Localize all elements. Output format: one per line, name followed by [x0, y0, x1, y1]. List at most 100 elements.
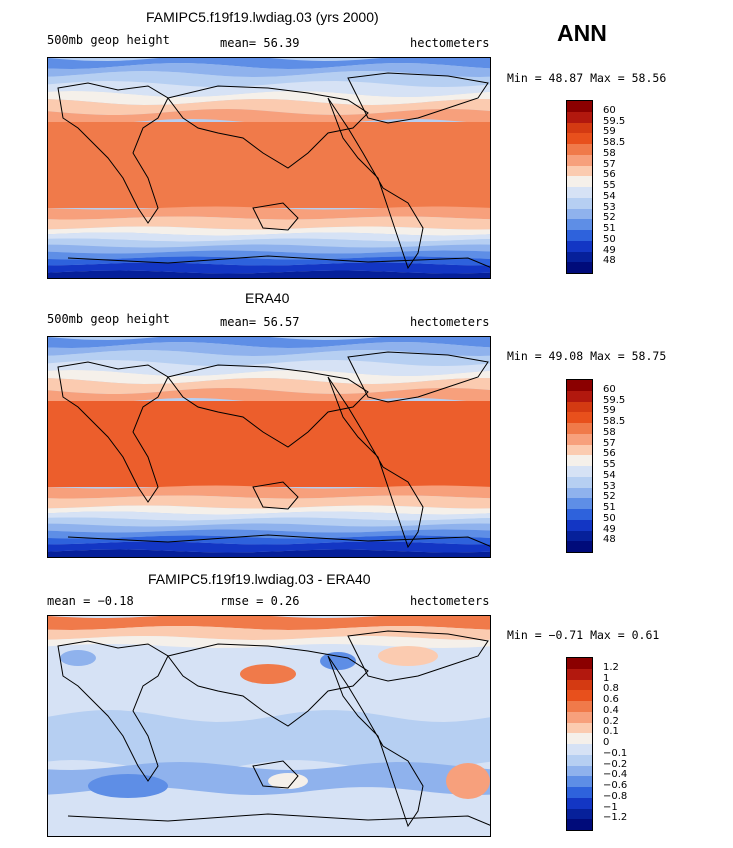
- colorbar-swatch: [567, 165, 592, 177]
- colorbar-tick-label: 59: [603, 126, 616, 138]
- colorbar-swatch: [567, 701, 592, 712]
- colorbar-swatch: [567, 776, 592, 787]
- panel-3-title: FAMIPC5.f19f19.lwdiag.03 - ERA40: [148, 571, 371, 587]
- colorbar-swatch: [567, 230, 592, 241]
- colorbar-swatch: [567, 722, 592, 734]
- colorbar-tick-label: 0.6: [603, 694, 619, 705]
- colorbar-swatch: [567, 412, 592, 423]
- contour-band: [48, 626, 490, 640]
- colorbar-swatch: [567, 111, 592, 123]
- colorbar-tick-label: −0.1: [603, 747, 628, 759]
- panel-1-colorbar: [566, 100, 593, 274]
- colorbar-swatch: [567, 208, 592, 220]
- coastline: [57, 640, 169, 782]
- colorbar-swatch: [567, 262, 592, 273]
- colorbar-tick-label: 49: [603, 523, 616, 535]
- coastline: [167, 85, 369, 169]
- colorbar-tick-label: 54: [603, 469, 616, 481]
- coastline: [167, 364, 369, 448]
- anomaly-blob: [320, 652, 356, 670]
- contour-band: [48, 517, 490, 527]
- contour-band: [48, 256, 490, 266]
- colorbar-swatch: [567, 668, 592, 680]
- panel-2-map: [47, 336, 491, 558]
- tropical-band: [48, 401, 490, 487]
- colorbar-tick-label: 59: [603, 405, 616, 417]
- contour-band: [48, 549, 490, 557]
- contour-band: [48, 337, 490, 348]
- colorbar-swatch: [567, 144, 592, 155]
- colorbar-swatch: [567, 754, 592, 766]
- colorbar-tick-label: −0.6: [603, 780, 628, 791]
- colorbar-swatch: [567, 487, 592, 499]
- contour-band: [48, 710, 490, 772]
- coastline: [67, 534, 490, 547]
- coastline: [167, 643, 369, 727]
- coastline: [347, 351, 489, 403]
- colorbar-tick-label: −0.4: [603, 769, 628, 781]
- contour-band: [48, 99, 490, 115]
- contour-band: [48, 350, 490, 366]
- colorbar-tick-label: 52: [603, 491, 616, 503]
- colorbar-tick-label: 53: [603, 480, 616, 492]
- colorbar-tick-label: −1: [603, 801, 618, 813]
- anomaly-blob: [240, 664, 296, 684]
- panel-3-minmax: Min = −0.71 Max = 0.61: [507, 628, 660, 642]
- colorbar-tick-label: 51: [603, 502, 616, 513]
- anomaly-blob: [88, 774, 168, 798]
- colorbar-swatch: [567, 466, 592, 477]
- colorbar-swatch: [567, 787, 592, 798]
- colorbar-swatch: [567, 133, 592, 144]
- contour-band: [48, 636, 490, 648]
- contour-band: [48, 270, 490, 278]
- colorbar-swatch: [567, 455, 592, 466]
- colorbar-tick-label: 0.2: [603, 715, 619, 727]
- coastline: [347, 630, 489, 682]
- colorbar-tick-label: −1.2: [603, 812, 628, 824]
- anomaly-blob: [60, 650, 96, 666]
- coastline: [57, 361, 169, 503]
- colorbar-tick-label: 53: [603, 201, 616, 213]
- colorbar-swatch: [567, 197, 592, 209]
- colorbar-swatch: [567, 423, 592, 434]
- panel-1-units-label: hectometers: [410, 36, 490, 50]
- colorbar-swatch: [567, 219, 592, 230]
- coastline: [57, 82, 169, 224]
- panel-2-map-svg: [48, 337, 490, 557]
- colorbar-swatch: [567, 679, 592, 691]
- contour-band: [48, 360, 490, 376]
- anomaly-blob: [378, 646, 438, 666]
- colorbar-swatch: [567, 476, 592, 488]
- colorbar-tick-label: 58: [603, 147, 616, 159]
- contour-band: [48, 238, 490, 248]
- colorbar-swatch: [567, 541, 592, 552]
- contour-band: [48, 535, 490, 545]
- contour-band: [48, 378, 490, 394]
- colorbar-swatch: [567, 154, 592, 166]
- panel-1-minmax: Min = 48.87 Max = 58.56: [507, 71, 667, 85]
- panel-3-map-svg: [48, 616, 490, 836]
- colorbar-tick-label: −0.8: [603, 790, 628, 802]
- colorbar-swatch: [567, 251, 592, 263]
- colorbar-tick-label: 50: [603, 233, 616, 245]
- colorbar-tick-label: 58: [603, 426, 616, 438]
- colorbar-swatch: [567, 509, 592, 520]
- colorbar-tick-label: 59.5: [603, 115, 626, 127]
- colorbar-tick-label: 0: [603, 737, 610, 748]
- tropical-band: [48, 122, 490, 208]
- colorbar-tick-label: 57: [603, 158, 616, 170]
- colorbar-tick-label: 0.8: [603, 683, 619, 695]
- colorbar-swatch: [567, 744, 592, 755]
- colorbar-swatch: [567, 530, 592, 542]
- colorbar-swatch: [567, 240, 592, 252]
- contour-band: [48, 91, 490, 105]
- colorbar-tick-label: 1: [603, 672, 610, 684]
- panel-2-variable-label: 500mb geop height: [47, 312, 170, 326]
- colorbar-tick-label: −0.2: [603, 758, 628, 770]
- colorbar-tick-label: 49: [603, 244, 616, 256]
- contour-band: [48, 262, 490, 274]
- panel-1-map: [47, 57, 491, 279]
- panel-2-units-label: hectometers: [410, 315, 490, 329]
- colorbar-tick-label: 54: [603, 190, 616, 202]
- colorbar-tick-label: 55: [603, 180, 616, 191]
